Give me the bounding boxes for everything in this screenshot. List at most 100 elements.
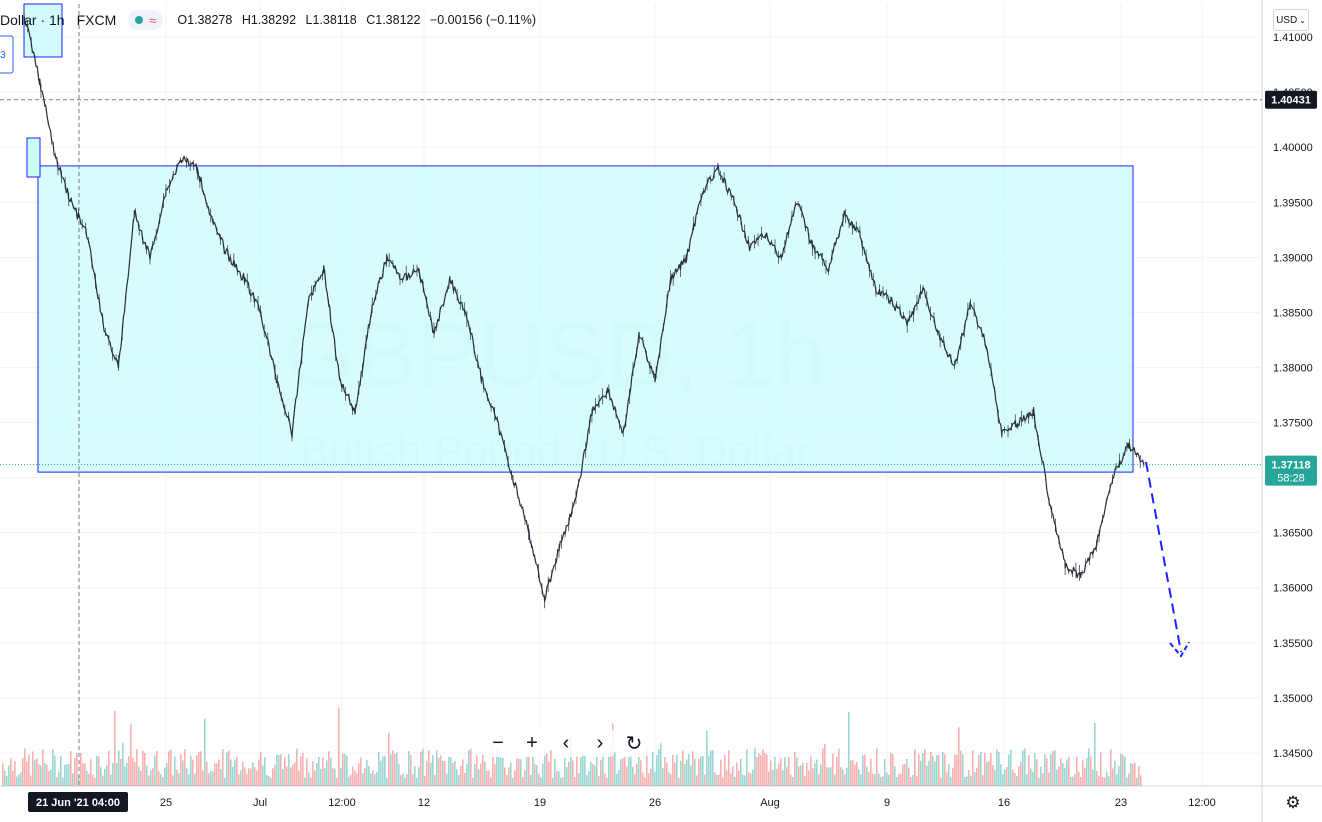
zoom-out-button[interactable]: −	[484, 729, 512, 757]
volume-bar	[1120, 753, 1122, 786]
volume-bar	[466, 763, 468, 786]
volume-bar	[234, 760, 236, 786]
volume-bar	[440, 755, 442, 786]
currency-select-button[interactable]: USD ⌄	[1273, 9, 1309, 31]
volume-bar	[146, 765, 148, 786]
volume-bar	[124, 766, 126, 786]
volume-bar	[358, 763, 360, 786]
volume-bar	[812, 768, 814, 786]
volume-bar	[770, 760, 772, 786]
volume-bar	[822, 748, 824, 786]
volume-bar	[36, 758, 38, 786]
zoom-in-button[interactable]: +	[518, 729, 546, 757]
volume-bar	[594, 765, 596, 786]
volume-bar	[76, 753, 78, 786]
volume-bar	[628, 750, 630, 786]
volume-bar	[640, 760, 642, 786]
volume-bar	[150, 770, 152, 786]
scroll-left-button[interactable]: ‹	[552, 729, 580, 757]
volume-bar	[662, 768, 664, 786]
volume-bar	[282, 768, 284, 786]
volume-bar	[762, 748, 764, 786]
volume-bar	[418, 767, 420, 786]
volume-bar	[520, 759, 522, 786]
volume-bar	[1138, 766, 1140, 786]
volume-bar	[434, 775, 436, 786]
volume-bar	[1096, 770, 1098, 786]
volume-bar	[648, 773, 650, 786]
volume-bar	[776, 768, 778, 786]
volume-bar	[582, 755, 584, 786]
volume-bar	[942, 751, 944, 786]
volume-bar	[278, 755, 280, 786]
volume-bar	[32, 751, 34, 786]
volume-bar	[804, 776, 806, 786]
market-status-pill[interactable]: ≈	[128, 10, 164, 30]
projection-arrow-line[interactable]	[1145, 461, 1182, 653]
volume-bar	[808, 770, 810, 786]
volume-bar	[1080, 776, 1082, 786]
volume-bar	[658, 748, 660, 786]
volume-bar	[78, 775, 80, 786]
volume-bar	[428, 750, 430, 786]
volume-bar	[330, 757, 332, 786]
volume-bar	[6, 775, 8, 786]
crosshair-time-tag	[28, 792, 128, 812]
volume-bar	[814, 763, 816, 786]
range-box-small[interactable]	[23, 3, 63, 58]
volume-bar	[522, 777, 524, 786]
volume-bar	[1082, 759, 1084, 786]
symbol-title[interactable]: Dollar · 1h	[0, 12, 65, 28]
volume-bar	[794, 752, 796, 786]
volume-bar	[526, 755, 528, 786]
volume-bar	[548, 761, 550, 786]
volume-bar	[168, 751, 170, 786]
volume-bar	[268, 775, 270, 786]
volume-bar	[670, 774, 672, 786]
volume-bar	[476, 755, 478, 786]
volume-bar	[256, 770, 258, 786]
volume-bar	[1128, 773, 1130, 786]
volume-bar	[212, 771, 214, 786]
volume-bar	[382, 756, 384, 786]
volume-bar	[834, 774, 836, 786]
volume-bar	[802, 762, 804, 786]
volume-bar	[964, 776, 966, 786]
volume-bar	[372, 770, 374, 786]
volume-bar	[402, 773, 404, 786]
volume-bar	[1050, 754, 1052, 786]
volume-bar	[294, 762, 296, 786]
volume-bar	[944, 754, 946, 786]
scroll-right-button[interactable]: ›	[586, 729, 614, 757]
volume-bar	[988, 760, 990, 786]
volume-bar	[104, 768, 106, 786]
price-tick-label: 1.35500	[1273, 638, 1313, 650]
left-box-tag[interactable]	[0, 35, 14, 74]
volume-bar	[24, 748, 26, 786]
volume-bar	[260, 752, 262, 786]
volume-bar	[718, 774, 720, 786]
range-box[interactable]	[37, 165, 1134, 473]
volume-bar	[682, 750, 684, 786]
gear-icon[interactable]: ⚙	[1285, 793, 1301, 812]
volume-bar	[676, 754, 678, 786]
volume-bar	[1072, 776, 1074, 786]
volume-bar	[390, 754, 392, 786]
volume-bar	[250, 768, 252, 786]
reset-chart-button[interactable]: ↻	[620, 729, 648, 757]
volume-bar	[1052, 750, 1054, 786]
volume-bar	[2, 763, 4, 786]
range-box-mini[interactable]	[26, 137, 41, 178]
volume-bar	[110, 774, 112, 786]
volume-bar	[318, 756, 320, 786]
volume-bar	[830, 767, 832, 786]
volume-bar	[454, 761, 456, 786]
volume-bar	[966, 776, 968, 786]
volume-bar	[74, 758, 76, 786]
volume-bar	[154, 755, 156, 786]
volume-bar	[686, 759, 688, 786]
volume-bar	[506, 774, 508, 786]
volume-bar	[404, 777, 406, 786]
volume-bar	[356, 773, 358, 786]
